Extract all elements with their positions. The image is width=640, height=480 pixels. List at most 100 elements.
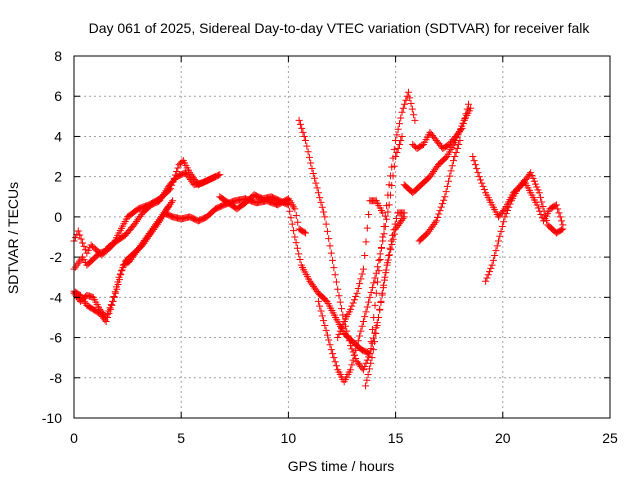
data-point-marker xyxy=(397,114,405,122)
data-point-marker xyxy=(380,230,388,238)
data-point-marker xyxy=(330,264,338,272)
data-point-marker xyxy=(487,264,495,272)
data-point-marker xyxy=(313,184,321,192)
data-point xyxy=(327,346,335,354)
data-point-marker xyxy=(332,278,340,286)
data-point-marker xyxy=(348,345,356,353)
data-point-marker xyxy=(354,284,362,292)
y-tick-label: 0 xyxy=(54,209,62,225)
data-point-marker xyxy=(505,203,513,211)
data-point-marker xyxy=(303,142,311,150)
data-point-marker xyxy=(395,120,403,128)
data-point xyxy=(449,157,457,165)
data-point-marker xyxy=(477,176,485,184)
data-point-marker xyxy=(305,153,313,161)
y-tick-label: -6 xyxy=(50,330,63,346)
data-point-marker xyxy=(378,289,386,297)
data-point xyxy=(291,205,299,213)
data-point-marker xyxy=(480,186,488,194)
data-point-marker xyxy=(498,223,506,231)
data-point-marker xyxy=(326,242,334,250)
data-point-marker xyxy=(381,223,389,231)
y-tick-label: 6 xyxy=(54,88,62,104)
data-point-marker xyxy=(493,242,501,250)
data-point-marker xyxy=(350,351,358,359)
data-point-marker xyxy=(363,303,371,311)
data-point-marker xyxy=(399,104,407,112)
data-point xyxy=(166,185,174,193)
data-point-marker xyxy=(533,183,541,191)
data-point-marker xyxy=(357,275,365,283)
data-point xyxy=(353,289,361,297)
data-point-marker xyxy=(292,239,300,247)
data-point xyxy=(535,189,543,197)
data-point-marker xyxy=(374,278,382,286)
data-point-marker xyxy=(470,157,478,165)
data-point-marker xyxy=(377,243,385,251)
y-tick-label: -2 xyxy=(50,249,63,265)
data-point-marker xyxy=(112,289,120,297)
data-point-marker xyxy=(352,346,360,354)
data-point xyxy=(359,265,367,273)
data-point-marker xyxy=(380,281,388,289)
data-point xyxy=(291,233,299,241)
data-point-marker xyxy=(389,231,397,239)
data-point-marker xyxy=(558,226,566,234)
data-point-marker xyxy=(555,209,563,217)
data-point-marker xyxy=(290,227,298,235)
data-point-marker xyxy=(104,313,112,321)
data-point xyxy=(113,285,121,293)
data-point xyxy=(334,334,342,342)
data-point-marker xyxy=(365,353,373,361)
data-point-marker xyxy=(293,244,301,252)
data-point-marker xyxy=(80,242,88,250)
data-point-marker xyxy=(370,279,378,287)
data-series-track-b xyxy=(70,157,220,273)
data-point-marker xyxy=(345,337,353,345)
data-point-marker xyxy=(534,204,542,212)
data-point-marker xyxy=(294,218,302,226)
data-point-marker xyxy=(368,284,376,292)
data-point xyxy=(392,153,400,161)
data-point xyxy=(321,213,329,221)
data-point-marker xyxy=(407,99,415,107)
data-point xyxy=(374,313,382,321)
data-point-marker xyxy=(325,336,333,344)
data-point-marker xyxy=(174,164,182,172)
data-point xyxy=(527,169,535,177)
data-point-marker xyxy=(372,330,380,338)
data-point-marker xyxy=(461,115,469,123)
data-point-marker xyxy=(330,354,338,362)
data-series-track-j xyxy=(362,209,408,390)
chart-title: Day 061 of 2025, Sidereal Day-to-day VTE… xyxy=(89,20,591,36)
data-point-marker xyxy=(371,338,379,346)
data-point-marker xyxy=(486,268,494,276)
data-point-marker xyxy=(326,341,334,349)
data-point-marker xyxy=(358,322,366,330)
data-point xyxy=(366,350,374,358)
data-point-marker xyxy=(331,358,339,366)
data-point-marker xyxy=(451,153,459,161)
data-point-marker xyxy=(558,217,566,225)
data-point xyxy=(314,189,322,197)
data-point xyxy=(372,269,380,277)
data-point-marker xyxy=(462,110,470,118)
data-point-marker xyxy=(392,214,400,222)
y-tick-label: 8 xyxy=(54,48,62,64)
data-point-marker xyxy=(320,317,328,325)
data-point xyxy=(79,239,87,247)
data-point-marker xyxy=(388,240,396,248)
data-point xyxy=(347,366,355,374)
data-point-marker xyxy=(446,172,454,180)
data-point-marker xyxy=(283,200,291,208)
data-point-marker xyxy=(394,125,402,133)
data-point-marker xyxy=(408,105,416,113)
data-point xyxy=(404,88,412,96)
data-point-marker xyxy=(374,263,382,271)
data-point-marker xyxy=(364,371,372,379)
data-point-marker xyxy=(309,169,317,177)
data-point-marker xyxy=(388,182,396,190)
data-point-marker xyxy=(361,313,369,321)
data-point-marker xyxy=(554,205,562,213)
